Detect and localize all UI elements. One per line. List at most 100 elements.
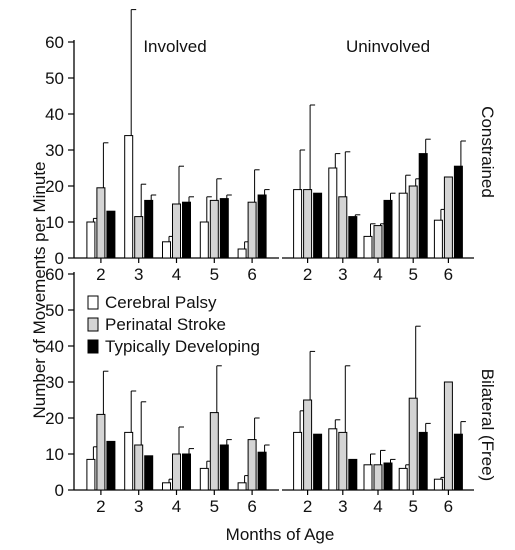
bar-perinatal-stroke-bilateral-free-uninvolved-m6 bbox=[443, 381, 453, 491]
y-tick-label: 50 bbox=[45, 301, 64, 320]
bar-perinatal-stroke-constrained-uninvolved-m2 bbox=[303, 189, 313, 259]
x-tick-label: 2 bbox=[303, 265, 312, 284]
bar-cerebral-palsy-constrained-uninvolved-m4 bbox=[363, 235, 373, 259]
bar-cerebral-palsy-bilateral-free-uninvolved-m2 bbox=[293, 431, 303, 491]
legend-label-typically-developing: Typically Developing bbox=[105, 337, 260, 356]
bar-perinatal-stroke-constrained-involved-m3 bbox=[134, 216, 144, 259]
bar-typically-developing-bilateral-free-uninvolved-m2 bbox=[313, 433, 323, 491]
bar-cerebral-palsy-bilateral-free-uninvolved-m5 bbox=[398, 467, 408, 491]
bar-cerebral-palsy-constrained-involved-m5 bbox=[199, 221, 209, 259]
x-tick-label: 5 bbox=[408, 265, 417, 284]
bar-perinatal-stroke-constrained-involved-m5 bbox=[209, 199, 219, 259]
bar-perinatal-stroke-constrained-uninvolved-m3 bbox=[338, 196, 348, 259]
legend-swatch-cerebral-palsy bbox=[87, 295, 99, 310]
x-tick-label: 2 bbox=[96, 265, 105, 284]
x-tick-label: 6 bbox=[444, 497, 453, 516]
bar-cerebral-palsy-bilateral-free-involved-m6 bbox=[237, 482, 247, 491]
bar-typically-developing-bilateral-free-uninvolved-m5 bbox=[418, 431, 428, 491]
bar-perinatal-stroke-constrained-involved-m6 bbox=[247, 201, 257, 259]
x-tick-label: 6 bbox=[247, 497, 256, 516]
bar-typically-developing-bilateral-free-involved-m4 bbox=[182, 453, 191, 491]
x-tick-label: 4 bbox=[172, 265, 181, 284]
bar-typically-developing-bilateral-free-involved-m2 bbox=[106, 440, 116, 491]
legend-label-perinatal-stroke: Perinatal Stroke bbox=[105, 315, 226, 334]
bar-typically-developing-constrained-uninvolved-m5 bbox=[418, 153, 428, 259]
x-tick-label: 3 bbox=[134, 497, 143, 516]
bar-cerebral-palsy-constrained-involved-m3 bbox=[124, 135, 134, 259]
bar-perinatal-stroke-bilateral-free-involved-m4 bbox=[172, 453, 181, 491]
y-tick-label: 60 bbox=[45, 33, 64, 52]
y-tick-label: 0 bbox=[55, 249, 64, 268]
bar-cerebral-palsy-constrained-uninvolved-m2 bbox=[293, 189, 303, 259]
bar-perinatal-stroke-bilateral-free-involved-m2 bbox=[96, 413, 106, 491]
bar-perinatal-stroke-bilateral-free-involved-m5 bbox=[209, 412, 219, 491]
bar-cerebral-palsy-bilateral-free-involved-m4 bbox=[162, 482, 171, 491]
bar-typically-developing-constrained-involved-m3 bbox=[144, 199, 154, 259]
bar-typically-developing-constrained-uninvolved-m3 bbox=[348, 216, 358, 259]
x-axis-title: Months of Age bbox=[226, 525, 335, 544]
bar-perinatal-stroke-constrained-uninvolved-m6 bbox=[443, 176, 453, 259]
y-tick-label: 30 bbox=[45, 141, 64, 160]
legend-swatch-perinatal-stroke bbox=[87, 317, 99, 332]
x-tick-label: 3 bbox=[338, 265, 347, 284]
bar-typically-developing-bilateral-free-uninvolved-m6 bbox=[453, 433, 463, 491]
bar-perinatal-stroke-constrained-uninvolved-m5 bbox=[408, 185, 418, 259]
bar-cerebral-palsy-constrained-involved-m2 bbox=[86, 221, 96, 259]
x-tick-label: 4 bbox=[373, 497, 382, 516]
bar-cerebral-palsy-bilateral-free-uninvolved-m3 bbox=[328, 428, 338, 491]
x-tick-label: 4 bbox=[172, 497, 181, 516]
bar-typically-developing-bilateral-free-uninvolved-m4 bbox=[383, 462, 393, 491]
bar-typically-developing-bilateral-free-involved-m3 bbox=[144, 455, 154, 491]
y-tick-label: 0 bbox=[55, 481, 64, 500]
legend-swatch-typically-developing bbox=[87, 339, 99, 354]
x-tick-label: 6 bbox=[247, 265, 256, 284]
bar-typically-developing-constrained-uninvolved-m4 bbox=[383, 199, 393, 259]
x-tick-label: 3 bbox=[134, 265, 143, 284]
y-tick-label: 50 bbox=[45, 69, 64, 88]
bar-cerebral-palsy-bilateral-free-involved-m2 bbox=[86, 458, 96, 491]
labels-layer: Number of Movements per Minute Months of… bbox=[30, 37, 497, 544]
bar-cerebral-palsy-bilateral-free-uninvolved-m4 bbox=[363, 464, 373, 491]
bar-cerebral-palsy-constrained-involved-m6 bbox=[237, 248, 247, 259]
bar-perinatal-stroke-bilateral-free-uninvolved-m3 bbox=[338, 431, 348, 491]
row-title-bilateral: Bilateral (Free) bbox=[478, 369, 497, 481]
bar-perinatal-stroke-constrained-uninvolved-m4 bbox=[373, 225, 383, 259]
y-tick-label: 20 bbox=[45, 409, 64, 428]
bar-cerebral-palsy-constrained-involved-m4 bbox=[162, 241, 171, 259]
bar-cerebral-palsy-bilateral-free-involved-m5 bbox=[199, 467, 209, 491]
y-tick-label: 40 bbox=[45, 105, 64, 124]
y-axis-title: Number of Movements per Minute bbox=[30, 162, 49, 419]
x-tick-label: 5 bbox=[210, 265, 219, 284]
bar-cerebral-palsy-constrained-uninvolved-m3 bbox=[328, 167, 338, 259]
y-tick-label: 10 bbox=[45, 213, 64, 232]
bar-cerebral-palsy-constrained-uninvolved-m5 bbox=[398, 192, 408, 259]
bar-typically-developing-constrained-involved-m6 bbox=[257, 194, 267, 259]
x-tick-label: 3 bbox=[338, 497, 347, 516]
bar-cerebral-palsy-constrained-uninvolved-m6 bbox=[433, 219, 443, 259]
bar-perinatal-stroke-bilateral-free-involved-m6 bbox=[247, 439, 257, 491]
bar-typically-developing-constrained-involved-m4 bbox=[182, 201, 191, 259]
legend: Cerebral Palsy Perinatal Stroke Typically … bbox=[87, 293, 260, 356]
bar-perinatal-stroke-bilateral-free-uninvolved-m2 bbox=[303, 399, 313, 491]
column-title-uninvolved: Uninvolved bbox=[346, 37, 430, 56]
bar-perinatal-stroke-bilateral-free-involved-m3 bbox=[134, 444, 144, 491]
bar-cerebral-palsy-bilateral-free-involved-m3 bbox=[124, 431, 134, 491]
x-tick-label: 2 bbox=[303, 497, 312, 516]
bar-typically-developing-constrained-involved-m2 bbox=[106, 210, 116, 259]
bar-typically-developing-bilateral-free-involved-m5 bbox=[219, 444, 229, 491]
y-tick-label: 60 bbox=[45, 265, 64, 284]
x-tick-label: 5 bbox=[408, 497, 417, 516]
bar-perinatal-stroke-constrained-involved-m4 bbox=[172, 203, 181, 259]
bars-layer bbox=[86, 9, 466, 491]
column-title-involved: Involved bbox=[143, 37, 206, 56]
x-tick-label: 4 bbox=[373, 265, 382, 284]
x-tick-label: 2 bbox=[96, 497, 105, 516]
x-tick-label: 6 bbox=[444, 265, 453, 284]
bar-typically-developing-constrained-uninvolved-m6 bbox=[453, 165, 463, 259]
bar-typically-developing-constrained-involved-m5 bbox=[219, 198, 229, 259]
bar-perinatal-stroke-bilateral-free-uninvolved-m4 bbox=[373, 464, 383, 491]
x-tick-label: 5 bbox=[210, 497, 219, 516]
y-tick-label: 40 bbox=[45, 337, 64, 356]
legend-label-cerebral-palsy: Cerebral Palsy bbox=[105, 293, 217, 312]
